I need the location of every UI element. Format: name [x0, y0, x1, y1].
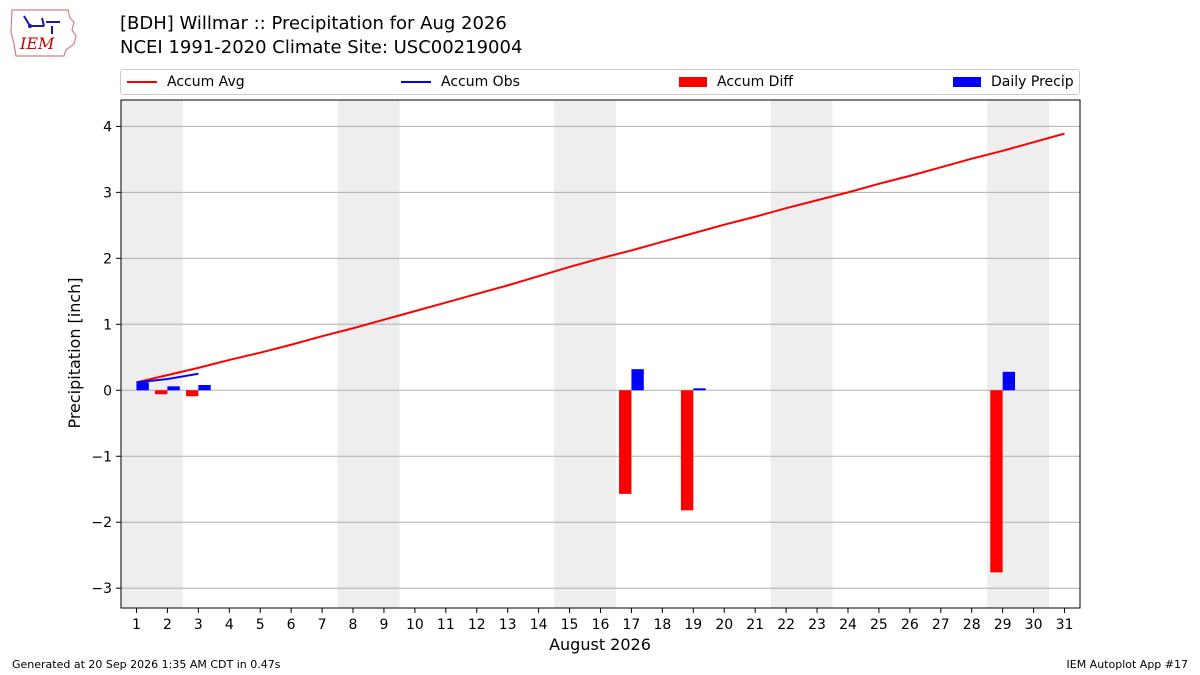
svg-text:IEM: IEM — [19, 34, 55, 53]
x-tick-label: 29 — [994, 617, 1012, 633]
chart-subtitle: NCEI 1991-2020 Climate Site: USC00219004 — [120, 37, 523, 58]
x-axis-label: August 2026 — [549, 635, 651, 654]
x-tick-label: 17 — [623, 617, 641, 633]
x-tick-label: 11 — [437, 617, 455, 633]
accum-diff-bar — [680, 390, 694, 511]
legend-label-daily-precip: Daily Precip — [991, 74, 1074, 90]
x-tick-label: 31 — [1056, 617, 1074, 633]
x-tick-label: 6 — [287, 617, 296, 633]
x-tick-label: 27 — [932, 617, 950, 633]
x-tick-label: 30 — [1025, 617, 1043, 633]
accum-obs-swatch — [401, 81, 431, 83]
legend-item-accum-diff: Accum Diff — [679, 73, 793, 91]
accum-diff-bar — [185, 390, 199, 397]
daily-precip-bar — [198, 385, 211, 391]
x-tick-label: 28 — [963, 617, 981, 633]
x-tick-label: 5 — [256, 617, 265, 633]
y-tick-label: −3 — [91, 581, 112, 597]
x-tick-label: 8 — [349, 617, 358, 633]
daily-precip-bar — [631, 369, 644, 391]
x-tick-label: 4 — [225, 617, 234, 633]
legend-label-accum-avg: Accum Avg — [167, 74, 245, 90]
accum-diff-bar — [619, 390, 632, 494]
legend: Accum Avg Accum Obs Accum Diff Daily Pre… — [120, 69, 1080, 95]
x-tick-label: 26 — [901, 617, 919, 633]
x-tick-label: 13 — [499, 617, 517, 633]
x-tick-label: 3 — [194, 617, 203, 633]
x-tick-label: 24 — [839, 617, 857, 633]
x-tick-label: 1 — [132, 617, 141, 633]
x-tick-label: 16 — [592, 617, 610, 633]
y-axis-label: Precipitation [inch] — [65, 277, 84, 428]
lines — [136, 132, 1065, 384]
chart-title: [BDH] Willmar :: Precipitation for Aug 2… — [120, 13, 507, 34]
y-tick-label: 0 — [103, 383, 112, 399]
daily-precip-bar — [167, 386, 180, 391]
weekend-band — [770, 100, 833, 608]
x-tick-label: 25 — [870, 617, 888, 633]
legend-item-accum-avg: Accum Avg — [127, 73, 245, 91]
weekend-bands — [121, 100, 1050, 608]
x-tick-label: 2 — [163, 617, 172, 633]
x-tick-label: 12 — [468, 617, 486, 633]
x-tick-label: 19 — [684, 617, 702, 633]
x-tick-label: 21 — [746, 617, 764, 633]
daily-precip-bar — [693, 388, 706, 391]
y-tick-label: −1 — [91, 449, 112, 465]
y-tick-label: 4 — [103, 119, 112, 135]
accum-diff-swatch — [679, 77, 707, 87]
x-tick-label: 7 — [318, 617, 327, 633]
x-tick-label: 20 — [715, 617, 733, 633]
accum-diff-bar — [155, 390, 168, 395]
y-tick-label: −2 — [91, 515, 112, 531]
x-tick-label: 9 — [379, 617, 388, 633]
accum-avg-swatch — [127, 81, 157, 83]
x-tick-label: 23 — [808, 617, 826, 633]
x-tick-label: 14 — [530, 617, 548, 633]
gridlines — [121, 125, 1080, 589]
daily-precip-swatch — [953, 77, 981, 87]
accum-avg-line — [136, 132, 1065, 384]
iem-logo: IEM — [10, 9, 77, 57]
weekend-band — [337, 100, 400, 608]
accum-obs-line — [136, 372, 199, 384]
daily-precip-bar — [136, 382, 149, 391]
y-tick-label: 2 — [103, 251, 112, 267]
y-tick-label: 1 — [103, 317, 112, 333]
legend-label-accum-diff: Accum Diff — [717, 74, 794, 90]
legend-item-accum-obs: Accum Obs — [401, 73, 520, 91]
accum-diff-bar — [990, 390, 1003, 573]
legend-label-accum-obs: Accum Obs — [441, 74, 520, 90]
x-tick-label: 10 — [406, 617, 424, 633]
legend-item-daily-precip: Daily Precip — [953, 73, 1074, 91]
footer-app-text: IEM Autoplot App #17 — [1066, 658, 1189, 671]
daily-precip-bar — [1002, 371, 1016, 391]
x-tick-label: 15 — [561, 617, 579, 633]
plot-frame — [120, 99, 1081, 609]
weekend-band — [121, 100, 183, 608]
weekend-band — [987, 100, 1050, 608]
bars — [136, 369, 1016, 573]
y-tick-label: 3 — [103, 185, 112, 201]
x-tick-label: 18 — [653, 617, 671, 633]
footer-generated-text: Generated at 20 Sep 2026 1:35 AM CDT in … — [12, 658, 281, 671]
x-tick-label: 22 — [777, 617, 795, 633]
weekend-band — [554, 100, 616, 608]
